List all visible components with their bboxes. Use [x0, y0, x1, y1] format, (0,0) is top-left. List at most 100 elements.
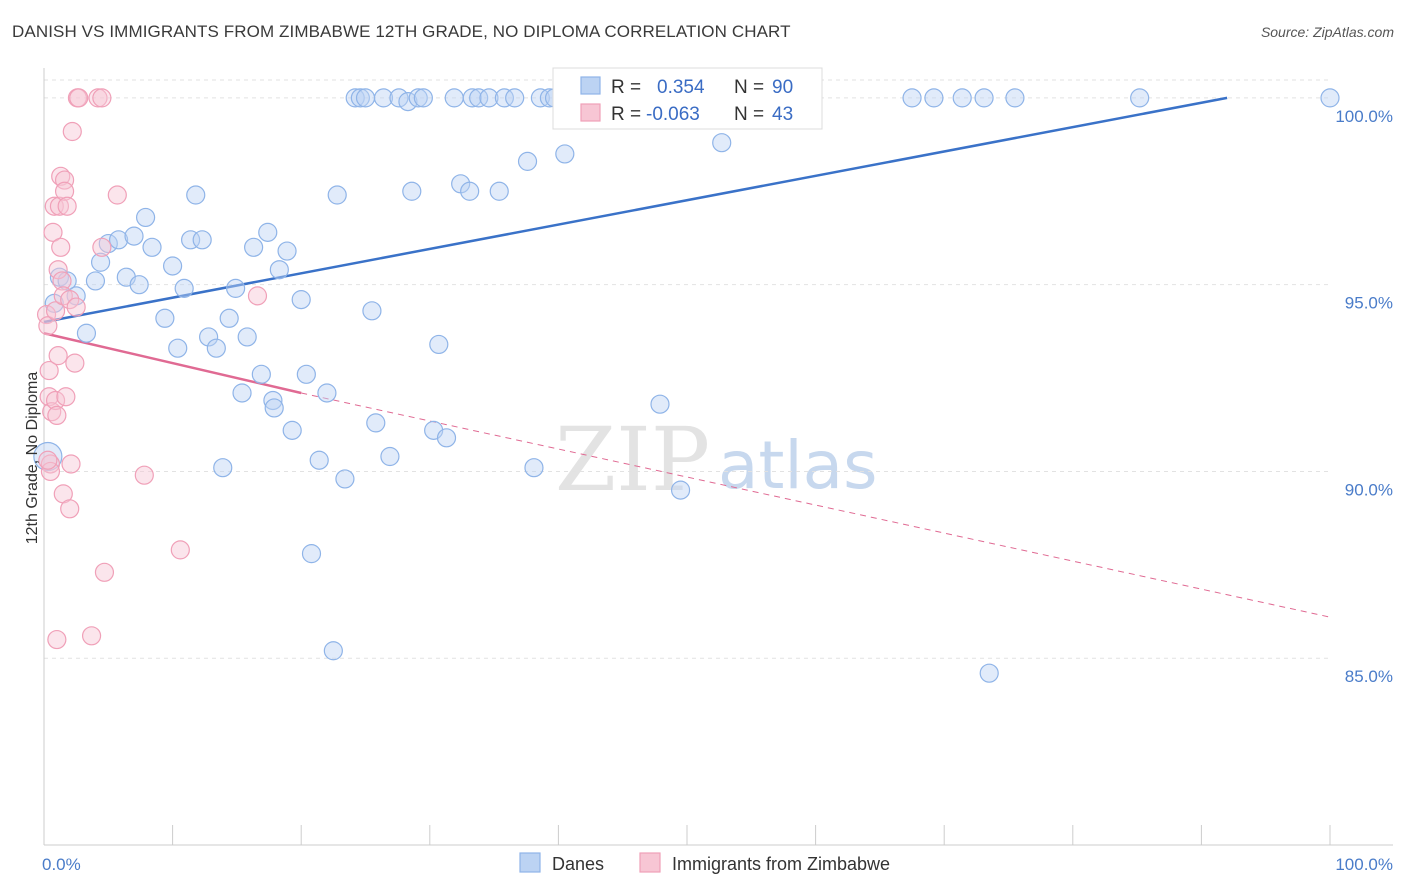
zimbabwe-point — [60, 499, 80, 519]
danes-point — [76, 323, 97, 343]
zimbabwe-point — [40, 461, 61, 482]
zimbabwe-point — [38, 450, 58, 470]
stats-n-value-zimbabwe: 43 — [772, 104, 793, 125]
danes-point — [258, 222, 278, 242]
x-tick-labels: 0.0% 100.0% — [42, 855, 1393, 874]
zimbabwe-point — [49, 196, 70, 216]
danes-point — [462, 88, 482, 108]
zimbabwe-point — [81, 626, 102, 646]
danes-point — [232, 383, 252, 403]
y-axis-title: 12th Grade, No Diploma — [24, 372, 41, 545]
zimbabwe-point — [48, 346, 68, 366]
stats-r-label-zimbabwe: R = — [611, 104, 641, 125]
danes-point — [291, 290, 311, 310]
danes-point — [479, 88, 499, 108]
danes-point — [226, 278, 246, 298]
danes-point — [181, 230, 201, 250]
stats-n-value-danes: 90 — [772, 77, 793, 98]
stats-box: R = 0.354 N = 90 R = -0.063 N = 43 — [552, 67, 823, 130]
danes-point — [323, 641, 343, 661]
zimbabwe-point — [65, 353, 85, 373]
danes-point — [650, 394, 670, 414]
legend-label-danes: Danes — [552, 854, 604, 874]
danes-point — [192, 230, 212, 250]
zimbabwe-point — [47, 405, 67, 426]
danes-point — [264, 398, 284, 418]
danes-point — [142, 237, 162, 257]
danes-point — [460, 181, 480, 201]
legend-label-zimbabwe: Immigrants from Zimbabwe — [672, 854, 890, 874]
danes-point — [277, 241, 297, 261]
zimbabwe-point — [47, 629, 67, 650]
zimbabwe-point — [61, 454, 81, 474]
danes-point — [135, 207, 156, 228]
zimbabwe-point — [107, 185, 127, 205]
y-tick-label: 85.0% — [1345, 667, 1393, 686]
zimbabwe-point — [66, 297, 86, 317]
danes-point — [219, 308, 239, 328]
danes-point — [489, 181, 509, 201]
zimbabwe-point — [45, 390, 66, 411]
zimbabwe-point — [52, 271, 72, 291]
danes-point — [444, 88, 464, 108]
zimbabwe-point — [42, 402, 62, 422]
danes-point — [1005, 88, 1025, 108]
watermark: ZIP atlas — [555, 408, 878, 511]
danes-point — [124, 226, 144, 246]
legend-swatch-danes — [519, 852, 541, 873]
watermark-atlas: atlas — [718, 427, 878, 504]
zimbabwe-point — [39, 360, 59, 381]
y-tick-label: 100.0% — [1335, 107, 1393, 126]
danes-point — [373, 88, 394, 108]
danes-point — [327, 185, 347, 205]
danes-point — [350, 88, 370, 108]
danes-point — [174, 278, 194, 298]
zimbabwe-point — [60, 290, 80, 310]
zimbabwe-point — [92, 88, 112, 108]
danes-point — [129, 275, 149, 295]
danes-point — [309, 450, 329, 470]
danes-point — [505, 88, 525, 108]
danes-point — [974, 88, 994, 108]
danes-point — [251, 364, 271, 384]
danes-point — [1320, 88, 1340, 108]
danes-point — [979, 663, 999, 683]
danes-point — [494, 88, 514, 108]
danes-point — [555, 144, 575, 164]
zimbabwe-point — [62, 121, 82, 142]
y-tick-labels: 100.0% 95.0% 90.0% 85.0% — [1335, 107, 1393, 686]
danes-point — [366, 413, 386, 433]
y-tick-label: 95.0% — [1345, 294, 1393, 313]
danes-point — [108, 230, 129, 250]
stats-r-value-zimbabwe: -0.063 — [646, 104, 700, 125]
zimbabwe-point — [134, 465, 154, 485]
danes-point — [301, 544, 322, 564]
stats-n-label-zimbabwe: N = — [734, 104, 764, 125]
danes-point — [355, 88, 376, 108]
stats-r-label-danes: R = — [611, 77, 641, 98]
danes-point — [924, 88, 944, 108]
danes-point — [670, 480, 691, 500]
danes-point — [85, 271, 106, 291]
zimbabwe-point — [51, 166, 71, 186]
danes-point — [317, 383, 337, 403]
zimbabwe-point — [45, 301, 66, 321]
danes-point — [436, 428, 457, 448]
stats-swatch-danes — [580, 76, 601, 95]
zimbabwe-point — [48, 260, 68, 280]
chart-title: DANISH VS IMMIGRANTS FROM ZIMBABWE 12TH … — [12, 22, 791, 41]
danes-point — [155, 308, 175, 328]
zimbabwe-point — [94, 562, 115, 582]
danes-point — [469, 88, 489, 108]
danes-point — [263, 390, 283, 411]
zimbabwe-point — [170, 540, 190, 560]
danes-point — [902, 88, 922, 108]
axes — [43, 68, 1393, 846]
danes-point — [345, 88, 365, 108]
zimbabwe-point — [54, 181, 75, 201]
danes-point — [90, 252, 111, 272]
zimbabwe-point — [54, 170, 75, 190]
danes-point — [517, 151, 538, 171]
zimbabwe-point — [43, 222, 63, 242]
zimbabwe-point — [51, 237, 71, 257]
